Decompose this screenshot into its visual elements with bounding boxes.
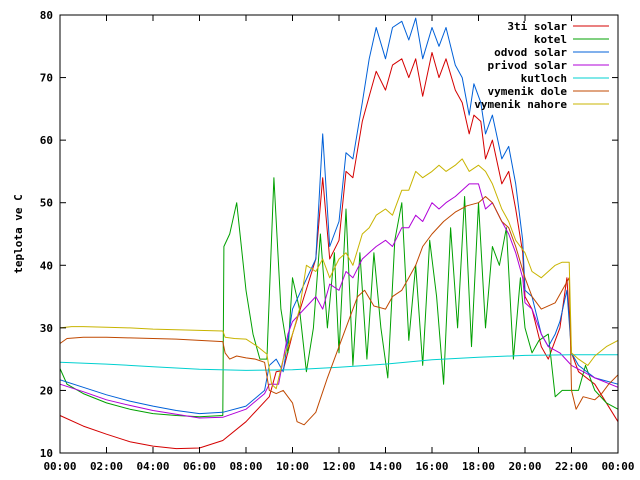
y-tick-label: 60 (40, 134, 53, 147)
x-tick: 18:00 (462, 15, 495, 473)
legend-entry: 3ti solar (507, 20, 609, 33)
y-tick-label: 10 (40, 447, 53, 460)
y-tick-label: 70 (40, 72, 53, 85)
x-tick: 00:00 (43, 15, 77, 473)
y-tick: 50 (40, 197, 618, 210)
series-line-vymenik-nahore (59, 158, 619, 390)
legend-label: vymenik dole (488, 85, 568, 98)
x-tick-label: 10:00 (276, 460, 309, 473)
y-tick-label: 80 (40, 9, 53, 22)
y-tick: 60 (40, 134, 618, 147)
legend-label: odvod solar (494, 46, 567, 59)
x-tick-label: 22:00 (555, 460, 588, 473)
legend-entry: vymenik dole (488, 85, 609, 98)
x-tick: 14:00 (369, 15, 402, 473)
x-tick-label: 00:00 (601, 460, 634, 473)
y-tick-label: 20 (40, 384, 53, 397)
series-line-kutloch (59, 354, 618, 371)
legend-label: privod solar (488, 59, 568, 72)
x-tick-label: 04:00 (136, 460, 169, 473)
y-tick-label: 40 (40, 259, 53, 272)
x-tick-label: 06:00 (183, 460, 216, 473)
x-tick-label: 12:00 (322, 460, 355, 473)
y-tick-label: 50 (40, 197, 53, 210)
legend-entry: kotel (534, 33, 609, 46)
x-tick: 20:00 (508, 15, 542, 473)
legend-label: kutloch (521, 72, 567, 85)
legend-entry: kutloch (521, 72, 609, 85)
legend-label: vymenik nahore (474, 98, 567, 111)
x-tick-label: 02:00 (90, 460, 123, 473)
legend-entry: privod solar (488, 59, 609, 72)
x-tick: 16:00 (415, 15, 449, 473)
y-tick: 70 (40, 72, 618, 85)
legend-entry: vymenik nahore (474, 98, 609, 111)
series-line-3ti-solar (59, 52, 619, 450)
y-axis: 10 20 30 40 50 60 70 80 (40, 9, 618, 460)
x-tick-label: 20:00 (508, 460, 541, 473)
y-tick: 30 (40, 322, 618, 335)
x-tick: 02:00 (90, 15, 123, 473)
y-tick: 40 (40, 259, 618, 272)
series-line-privod-solar (59, 183, 619, 419)
x-axis: 00:00 02:00 04:00 06:00 08:00 10:00 12:00 14:00… (43, 15, 635, 473)
y-tick: 80 (40, 9, 618, 22)
x-tick-label: 00:00 (43, 460, 76, 473)
x-tick-label: 18:00 (462, 460, 495, 473)
x-tick: 22:00 (555, 15, 588, 473)
series-lines (59, 17, 619, 450)
x-tick: 00:00 (601, 15, 635, 473)
x-tick: 12:00 (322, 15, 356, 473)
x-tick: 10:00 (276, 15, 309, 473)
y-tick: 10 (40, 447, 618, 460)
x-tick-label: 08:00 (229, 460, 262, 473)
legend-label: 3ti solar (507, 20, 567, 33)
legend-entry: odvod solar (494, 46, 609, 59)
series-line-vymenik-dole (59, 196, 619, 426)
x-tick: 04:00 (136, 15, 170, 473)
y-axis-label: teplota ve C (12, 194, 25, 273)
y-tick: 20 (40, 384, 618, 397)
x-tick-label: 14:00 (369, 460, 402, 473)
series-line-kotel (59, 177, 619, 418)
x-tick: 06:00 (183, 15, 216, 473)
y-tick-label: 30 (40, 322, 53, 335)
x-tick-label: 16:00 (415, 460, 448, 473)
legend-label: kotel (534, 33, 567, 46)
x-tick: 08:00 (229, 15, 263, 473)
